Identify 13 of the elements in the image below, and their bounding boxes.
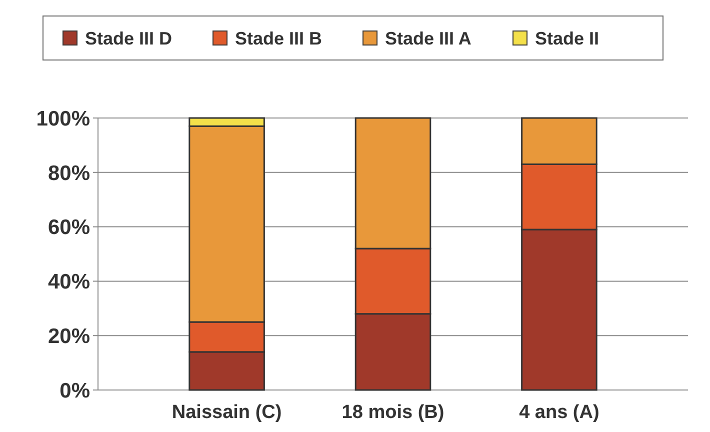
x-tick-label: Naissain (C)	[172, 402, 282, 423]
x-tick-label: 4 ans (A)	[519, 402, 600, 423]
y-tick-label: 0%	[60, 379, 90, 402]
legend-label: Stade III B	[235, 28, 322, 48]
legend-label: Stade III A	[385, 28, 472, 48]
y-tick-label: 60%	[48, 216, 90, 240]
y-tick-label: 40%	[48, 270, 90, 294]
legend-label: Stade II	[535, 28, 600, 48]
y-tick-label: 20%	[48, 324, 90, 348]
x-tick-label: 18 mois (B)	[342, 402, 444, 423]
y-tick-label: 80%	[48, 162, 90, 185]
legend-label: Stade III D	[85, 28, 172, 48]
y-tick-label: 100%	[36, 107, 90, 130]
